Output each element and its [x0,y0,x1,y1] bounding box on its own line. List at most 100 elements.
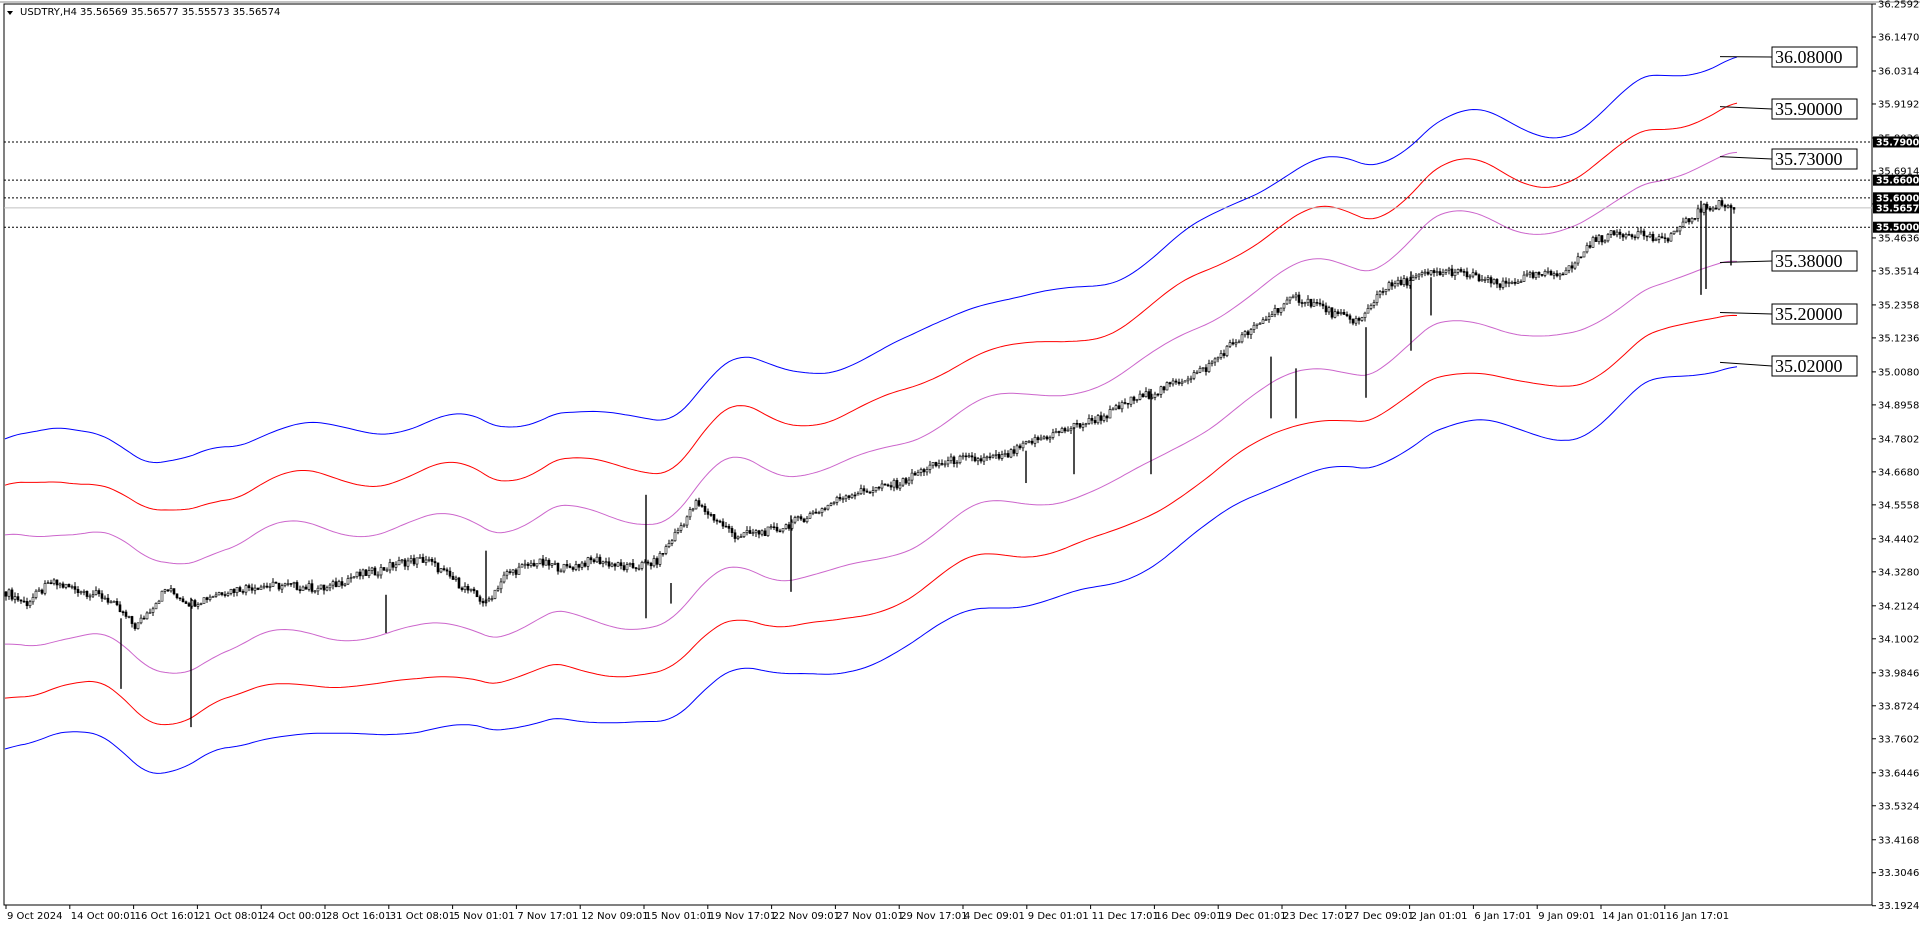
candle-body [646,561,650,564]
price-box [1873,136,1919,148]
candle-body [1174,380,1178,383]
candle-body [508,571,512,573]
candle-body [160,590,164,602]
candle-body [568,565,572,568]
candle-body [52,579,56,584]
candle-body [1051,432,1055,438]
candle-body [784,524,788,529]
candle-body [1636,231,1640,238]
candle-body [1099,415,1103,421]
price-box-label: 35.56574 [1876,203,1920,214]
candle-body [1489,277,1493,284]
band-label-box [1771,355,1858,377]
band-label-text: 35.73000 [1775,149,1843,169]
price-box [1873,221,1919,233]
candle-body [43,583,47,594]
candle-body [1018,445,1022,449]
plot-frame [3,3,1873,906]
candle-body [355,571,359,578]
price-box [1873,174,1919,186]
candle-body [178,597,182,600]
candle-body [1306,298,1310,304]
candle-body [175,593,179,599]
candle-body [661,553,665,555]
candle-body [1228,342,1232,347]
candle-body [1519,281,1523,283]
candle-body [820,508,824,513]
candle-body [1513,281,1517,284]
y-tick-label: 34.32800 [1878,567,1920,578]
candle-body [1477,274,1481,282]
y-tick-label: 35.00800 [1878,367,1920,378]
candle-body [1267,316,1271,320]
candle-body [214,594,218,597]
x-tick-label: 7 Nov 17:01 [517,911,578,922]
y-tick-label: 35.69140 [1878,166,1920,177]
candle-body [235,587,239,593]
candle-body [1603,240,1607,243]
candle-body [1144,391,1148,398]
y-tick-label: 36.03140 [1878,66,1920,77]
candle-body [151,608,155,613]
candle-body [1438,271,1442,276]
candle-body [985,456,989,459]
candle-body [1234,342,1238,345]
candle-body [739,536,743,538]
candle-body [1198,368,1202,373]
band-label-leader [1719,156,1773,160]
candle-body [451,575,455,580]
candle-body [1339,312,1343,314]
candle-body [433,561,437,564]
candle-body [592,559,596,563]
band-label-text: 35.02000 [1775,356,1843,376]
candle-body [1309,298,1313,307]
x-tick-label: 14 Jan 01:01 [1602,911,1665,922]
candle-body [1384,288,1388,292]
collapse-triangle-icon[interactable] [7,11,13,15]
candle-body [328,584,332,589]
candle-body [397,560,401,566]
candle-body [1552,273,1556,276]
candle-body [58,583,62,586]
candle-body [1486,277,1490,280]
candle-body [835,497,839,503]
y-tick-label: 34.66800 [1878,467,1920,478]
y-tick-label: 33.30460 [1878,868,1920,879]
candle-body [1348,315,1352,320]
x-tick-label: 28 Oct 16:01 [326,911,391,922]
candle-body [931,462,935,466]
candle-body [1192,372,1196,379]
candle-body [1255,323,1259,326]
candle-body [1015,445,1019,454]
candle-body [91,594,95,597]
candle-body [871,490,875,493]
candle-body [625,564,629,571]
candle-body [1168,382,1172,385]
y-tick-label: 34.44020 [1878,534,1920,545]
price-box-label: 35.50000 [1876,223,1920,234]
candle-body [301,586,305,591]
band-label-box [1771,148,1858,170]
x-tick-label: 9 Dec 01:01 [1028,911,1089,922]
candle-body [169,588,173,592]
candle-body [211,596,215,598]
candle-body [925,469,929,473]
candle-body [517,566,521,575]
candle-body [418,557,422,559]
candle-body [886,484,890,487]
x-tick-label: 21 Oct 08:01 [198,911,263,922]
x-tick-label: 14 Oct 00:01 [71,911,136,922]
candle-body [1462,271,1466,273]
candle-body [703,505,707,512]
candle-body [766,526,770,537]
candle-body [1261,319,1265,324]
candle-body [1291,296,1295,299]
candle-body [1726,205,1730,208]
candle-body [958,455,962,464]
candle-body [1585,245,1589,253]
candle-body [721,521,725,527]
candle-body [1252,324,1256,330]
candle-body [610,563,614,567]
